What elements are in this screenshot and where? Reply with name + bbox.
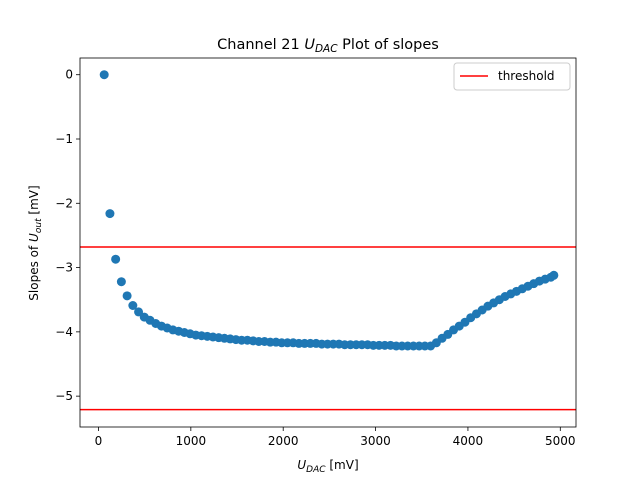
- legend-threshold-label: threshold: [498, 69, 555, 83]
- x-tick-label: 0: [95, 434, 103, 448]
- data-point: [549, 270, 559, 280]
- legend-box: [453, 62, 571, 91]
- xlabel-suffix: [mV]: [326, 458, 359, 472]
- x-axis-label: UDAC [mV]: [297, 458, 358, 475]
- xlabel-sub: DAC: [306, 465, 326, 475]
- x-tick-label: 5000: [545, 434, 576, 448]
- x-tick-label: 3000: [360, 434, 391, 448]
- axes-frame: [79, 57, 577, 428]
- data-point: [99, 70, 109, 80]
- ylabel-var: U: [27, 233, 41, 242]
- y-tick-label: −2: [55, 196, 73, 210]
- data-point: [122, 291, 132, 301]
- data-point: [111, 254, 121, 264]
- y-tick-label: −3: [55, 261, 73, 275]
- y-tick-label: −4: [55, 325, 73, 339]
- data-point: [105, 209, 115, 219]
- x-axis: 0 1000 2000 3000 4000 5000: [95, 427, 576, 448]
- legend: threshold: [453, 62, 571, 91]
- data-point: [116, 277, 126, 287]
- plot-area: [80, 70, 576, 411]
- x-tick-label: 4000: [453, 434, 484, 448]
- title-var: U: [304, 37, 315, 53]
- y-tick-label: −1: [55, 132, 73, 146]
- ylabel-suffix: [mV]: [27, 185, 41, 218]
- title-sub: DAC: [315, 43, 338, 55]
- xlabel-var: U: [297, 458, 306, 472]
- x-tick-label: 2000: [268, 434, 299, 448]
- title-suffix: Plot of slopes: [338, 37, 439, 53]
- y-tick-label: 0: [65, 68, 73, 82]
- y-axis-label: Slopes of Uout [mV]: [27, 185, 44, 300]
- chart-title: Channel 21 UDAC Plot of slopes: [217, 37, 439, 55]
- ylabel-sub: out: [34, 218, 44, 233]
- title-prefix: Channel 21: [217, 37, 304, 53]
- ylabel-prefix: Slopes of: [27, 242, 41, 301]
- x-tick-label: 1000: [176, 434, 207, 448]
- data-point: [128, 301, 138, 310]
- y-tick-label: −5: [55, 389, 73, 403]
- data-point: [134, 307, 144, 317]
- y-axis: 0 −1 −2 −3 −4 −5: [55, 68, 80, 403]
